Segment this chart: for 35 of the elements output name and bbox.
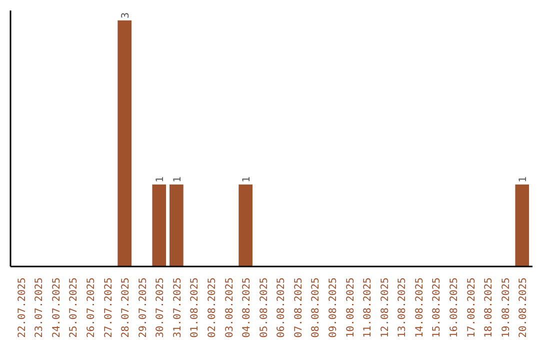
x-tick-label: 27.07.2025 <box>103 277 114 338</box>
x-tick-label: 14.08.2025 <box>414 277 426 338</box>
x-tick-label: 04.08.2025 <box>242 277 253 338</box>
x-tick-label: 02.08.2025 <box>207 277 218 338</box>
x-tick-label: 30.07.2025 <box>155 277 166 338</box>
data-label: 1 <box>172 176 184 182</box>
data-label: 1 <box>242 176 253 182</box>
x-tick-label: 31.07.2025 <box>172 277 184 338</box>
x-tick-label: 17.08.2025 <box>466 277 478 338</box>
x-tick-label: 20.08.2025 <box>518 277 530 338</box>
x-tick-label: 22.07.2025 <box>16 277 28 338</box>
x-tick-label: 29.07.2025 <box>138 277 149 338</box>
x-tick-label: 03.08.2025 <box>224 277 236 338</box>
data-label: 1 <box>518 176 530 182</box>
x-tick-label: 09.08.2025 <box>328 277 339 338</box>
x-tick-label: 18.08.2025 <box>484 277 495 338</box>
x-tick-label: 15.08.2025 <box>432 277 443 338</box>
x-tick-label: 16.08.2025 <box>448 277 460 338</box>
x-tick-label: 19.08.2025 <box>500 277 512 338</box>
x-tick-label: 28.07.2025 <box>120 277 132 338</box>
x-tick-label: 26.07.2025 <box>86 277 98 338</box>
x-tick-label: 12.08.2025 <box>380 277 391 338</box>
data-label: 3 <box>120 12 132 18</box>
x-tick-label: 24.07.2025 <box>51 277 62 338</box>
x-tick-label: 11.08.2025 <box>362 277 374 338</box>
x-tick-label: 25.07.2025 <box>68 277 80 338</box>
x-tick-label: 06.08.2025 <box>276 277 288 338</box>
data-label: 1 <box>155 176 166 182</box>
x-tick-label: 05.08.2025 <box>258 277 270 338</box>
x-tick-label: 10.08.2025 <box>345 277 356 338</box>
x-tick-label: 23.07.2025 <box>34 277 46 338</box>
x-tick-label: 01.08.2025 <box>190 277 201 338</box>
x-tick-label: 13.08.2025 <box>397 277 408 338</box>
x-tick-label: 07.08.2025 <box>293 277 304 338</box>
x-tick-label: 08.08.2025 <box>310 277 322 338</box>
